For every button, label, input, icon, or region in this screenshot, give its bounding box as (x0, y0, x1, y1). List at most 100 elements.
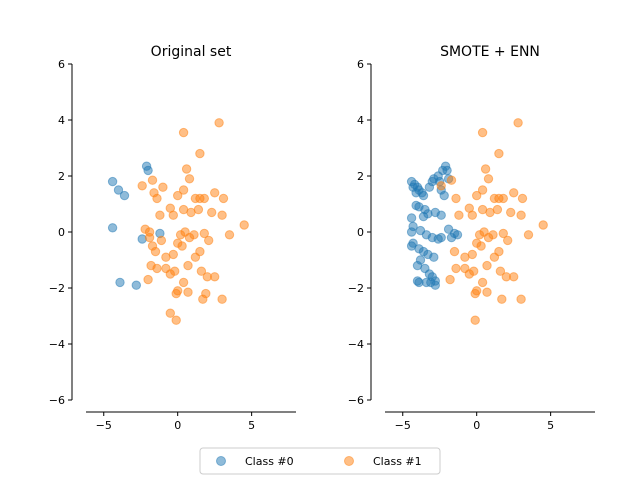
data-point-class-1 (469, 266, 479, 276)
x-tick-label: 0 (174, 419, 181, 432)
data-point-class-0 (131, 280, 142, 290)
data-point-class-0 (430, 280, 440, 290)
panel-original-set: Original set −6 −4 −2 0 2 4 6 −5 0 5 (49, 44, 296, 432)
y-tick-label: −6 (49, 394, 65, 407)
data-point-class-0 (442, 165, 452, 176)
data-point-class-0 (119, 190, 130, 201)
x-tick-label: 5 (248, 419, 255, 432)
data-point-class-1 (193, 204, 204, 215)
chart-title: SMOTE + ENN (440, 44, 540, 60)
series-class-0 (107, 161, 165, 290)
data-point-class-1 (498, 228, 508, 239)
data-point-class-1 (467, 210, 477, 220)
y-tick-label: −4 (348, 338, 364, 351)
data-point-class-1 (165, 308, 176, 318)
data-point-class-1 (156, 235, 167, 246)
data-point-class-0 (446, 232, 457, 243)
data-point-class-1 (143, 274, 153, 285)
data-point-class-1 (498, 193, 508, 204)
x-tick-label: −5 (96, 419, 112, 432)
data-point-class-1 (239, 220, 249, 230)
data-point-class-0 (436, 232, 446, 243)
data-point-class-1 (454, 210, 464, 220)
data-point-class-1 (467, 249, 477, 260)
data-point-class-1 (144, 232, 155, 243)
data-point-class-1 (480, 164, 491, 174)
data-point-class-1 (171, 315, 181, 325)
data-point-class-1 (168, 210, 179, 220)
data-point-class-0 (418, 190, 429, 201)
y-tick-label: −4 (49, 338, 65, 351)
panel-smote-enn: SMOTE + ENN −6 −4 −2 0 2 4 6 −5 0 5 (348, 44, 595, 432)
data-point-class-1 (513, 118, 523, 128)
data-point-class-1 (152, 263, 162, 274)
data-point-class-1 (178, 185, 189, 195)
series-class-0 (406, 161, 463, 290)
data-point-class-1 (178, 127, 189, 138)
data-point-class-1 (178, 277, 189, 288)
data-point-class-1 (210, 188, 220, 198)
data-point-class-1 (476, 241, 486, 251)
y-tick-label: 4 (357, 114, 364, 127)
data-point-class-1 (184, 174, 195, 184)
data-point-class-1 (451, 193, 461, 204)
data-point-class-1 (199, 193, 210, 204)
data-point-class-0 (107, 176, 118, 187)
data-point-class-1 (218, 193, 229, 204)
y-tick-label: −2 (49, 282, 65, 295)
data-point-class-1 (158, 182, 168, 192)
data-point-class-0 (436, 210, 446, 220)
data-point-class-1 (503, 235, 513, 246)
data-point-class-1 (214, 118, 224, 128)
legend: Class #0 Class #1 (199, 447, 441, 475)
data-point-class-1 (204, 235, 214, 246)
data-point-class-1 (497, 294, 507, 304)
y-tick-label: 2 (357, 170, 364, 183)
data-point-class-1 (477, 277, 488, 288)
data-point-class-1 (470, 315, 480, 325)
data-point-class-1 (516, 294, 526, 304)
data-point-class-1 (509, 188, 519, 198)
y-tick-label: 4 (58, 114, 65, 127)
legend-marker-class-0 (216, 456, 226, 466)
data-point-class-1 (477, 127, 488, 138)
data-point-class-1 (506, 207, 516, 218)
y-tick-label: 0 (357, 226, 364, 239)
data-point-class-1 (538, 220, 548, 230)
data-point-class-1 (509, 272, 519, 282)
data-point-class-1 (488, 230, 498, 240)
data-point-class-1 (516, 210, 526, 220)
data-point-class-1 (517, 193, 528, 204)
data-point-class-0 (406, 227, 417, 237)
data-point-class-0 (418, 211, 429, 222)
data-point-class-1 (523, 230, 534, 240)
legend-label-class-0: Class #0 (245, 455, 294, 468)
data-point-class-1 (482, 287, 492, 297)
data-point-class-1 (494, 246, 504, 257)
series-class-1 (137, 118, 249, 325)
data-point-class-1 (195, 246, 205, 257)
data-point-class-1 (451, 263, 461, 274)
data-point-class-1 (217, 210, 227, 220)
legend-marker-class-1 (344, 456, 354, 466)
data-point-class-0 (107, 223, 118, 233)
data-point-class-1 (483, 174, 494, 184)
data-point-class-1 (147, 175, 158, 185)
data-point-class-1 (177, 241, 187, 251)
y-tick-label: 0 (58, 226, 65, 239)
y-tick-label: −2 (348, 282, 364, 295)
series-class-1 (436, 118, 548, 325)
data-point-class-1 (436, 181, 446, 191)
data-point-class-0 (143, 165, 153, 176)
data-point-class-1 (210, 272, 220, 282)
data-point-class-1 (195, 148, 205, 159)
data-point-class-1 (446, 175, 457, 185)
data-point-class-1 (181, 164, 192, 174)
data-point-class-0 (406, 213, 417, 223)
data-point-class-1 (183, 260, 193, 271)
data-point-class-1 (449, 246, 460, 257)
data-point-class-1 (477, 185, 488, 195)
data-point-class-1 (189, 230, 199, 240)
chart-title: Original set (151, 44, 232, 60)
